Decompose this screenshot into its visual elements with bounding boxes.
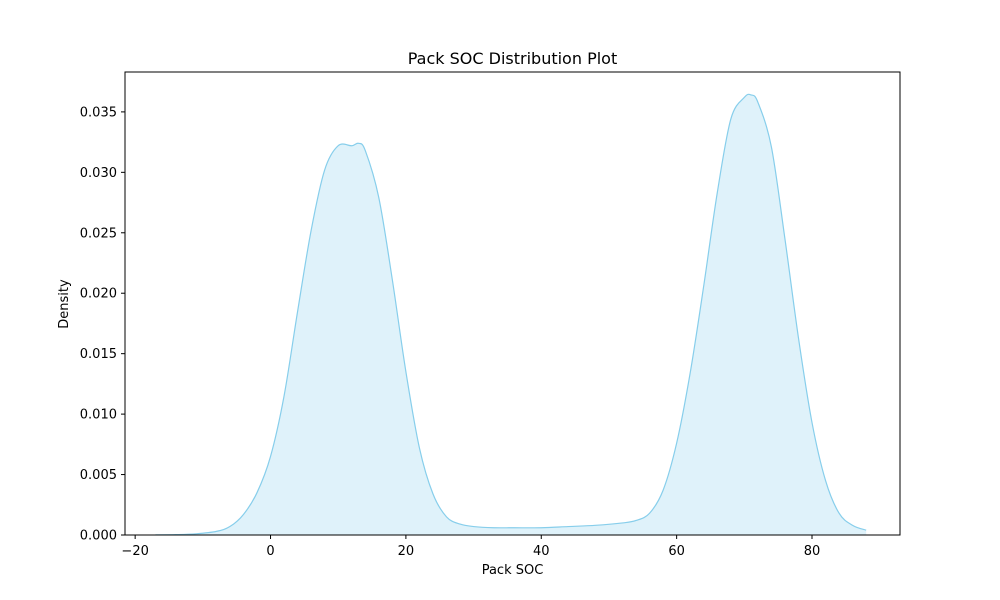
density-curve: [155, 93, 867, 536]
axes-frame: [124, 71, 901, 536]
x-tick-label: 0: [266, 544, 274, 559]
y-tick-label: 0.030: [80, 166, 117, 181]
y-tick-label: 0.015: [80, 347, 117, 362]
density-area-fill: [155, 94, 867, 536]
chart-title: Pack SOC Distribution Plot: [408, 49, 617, 68]
y-tick-label: 0.020: [80, 287, 117, 302]
x-axis-label: Pack SOC: [482, 563, 544, 578]
y-tick-label: 0.010: [80, 408, 117, 423]
x-tick-label: −20: [121, 544, 148, 559]
x-tick-label: 40: [533, 544, 550, 559]
y-tick-label: 0.000: [80, 529, 117, 544]
x-tick-label: 80: [804, 544, 821, 559]
y-tick-label: 0.035: [80, 105, 117, 120]
y-tick-label: 0.005: [80, 468, 117, 483]
y-axis-label: Density: [57, 279, 72, 329]
y-axis: 0.000 0.005 0.010 0.015 0.020 0.025 0.030 0.035: [80, 105, 125, 544]
plot-area: [155, 93, 867, 536]
y-tick-label: 0.025: [80, 226, 117, 241]
x-axis: −20 0 20 40 60 80: [121, 535, 820, 559]
x-tick-label: 60: [668, 544, 685, 559]
x-tick-label: 20: [398, 544, 415, 559]
